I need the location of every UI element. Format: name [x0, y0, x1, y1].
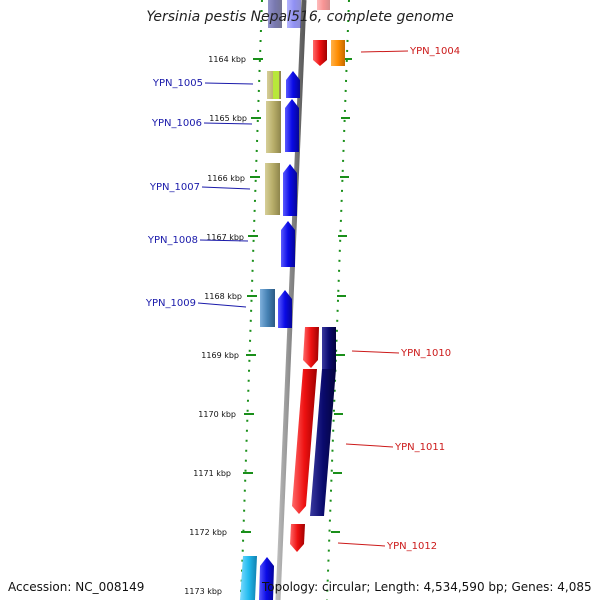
kbp-label: 1167 kbp	[206, 233, 244, 242]
gene-label-ypn-1005[interactable]: YPN_1005	[152, 78, 203, 89]
gene-ypn-1007-khaki[interactable]	[265, 163, 280, 215]
leader-line-ypn-1006	[203, 122, 253, 125]
gene-features	[240, 40, 345, 600]
gene-ypn-1006-khaki[interactable]	[266, 101, 281, 153]
gene-ypn-1006-blue[interactable]	[285, 99, 299, 152]
gene-label-ypn-1006[interactable]: YPN_1006	[151, 118, 202, 129]
gene-ypn-1005-blue[interactable]	[286, 71, 300, 98]
gene-ypn-1008-blue[interactable]	[281, 221, 295, 267]
gene-cyan-partial[interactable]	[240, 556, 257, 600]
partial-feature-blue	[287, 0, 301, 28]
kbp-label: 1170 kbp	[198, 410, 236, 419]
left-outer-track	[240, 0, 263, 600]
gene-label-ypn-1011[interactable]: YPN_1011	[394, 442, 445, 453]
topology-text: Topology: circular; Length: 4,534,590 bp…	[262, 580, 592, 594]
kbp-label: 1164 kbp	[208, 55, 246, 64]
right-outer-track	[326, 0, 350, 600]
kbp-label: 1173 kbp	[184, 587, 222, 596]
gene-ypn-1010-navy[interactable]	[322, 327, 336, 369]
leader-line-ypn-1008	[199, 239, 249, 242]
leader-line-ypn-1011	[345, 443, 394, 448]
accession-text: Accession: NC_008149	[8, 580, 145, 594]
kbp-label: 1165 kbp	[209, 114, 247, 123]
gene-ypn-1011-navy[interactable]	[310, 369, 336, 516]
kbp-label: 1171 kbp	[193, 469, 231, 478]
gene-ypn-1011-red[interactable]	[292, 369, 317, 514]
map-title: Yersinia pestis Nepal516, complete genom…	[146, 9, 454, 25]
left-gene-labels: YPN_1005 YPN_1006 YPN_1007 YPN_1008 YPN_…	[145, 78, 254, 309]
gene-ypn-1010-red[interactable]	[303, 327, 319, 368]
kbp-label: 1168 kbp	[204, 292, 242, 301]
gene-label-ypn-1004[interactable]: YPN_1004	[409, 46, 460, 57]
gene-ypn-1005-yellowgreen[interactable]	[273, 71, 279, 99]
leader-line-ypn-1004	[360, 50, 409, 53]
gene-label-ypn-1010[interactable]: YPN_1010	[400, 348, 451, 359]
gene-label-ypn-1007[interactable]: YPN_1007	[149, 182, 200, 193]
partial-feature-navy	[268, 0, 282, 28]
track-guides	[240, 0, 350, 600]
gene-blue-partial[interactable]	[259, 557, 274, 600]
right-gene-labels: YPN_1004 YPN_1010 YPN_1011 YPN_1012	[337, 46, 460, 552]
leader-line-ypn-1007	[201, 186, 251, 190]
leader-line-ypn-1009	[197, 302, 247, 308]
gene-ypn-1009-blue[interactable]	[278, 290, 292, 328]
gene-ypn-1009-steelblue[interactable]	[260, 289, 275, 327]
gene-ypn-1004-orange[interactable]	[331, 40, 345, 66]
kbp-labels: 1164 kbp 1165 kbp 1166 kbp 1167 kbp 1168…	[184, 55, 247, 596]
gene-ypn-1012-red[interactable]	[290, 524, 305, 552]
gene-label-ypn-1009[interactable]: YPN_1009	[145, 298, 196, 309]
kbp-label: 1172 kbp	[189, 528, 227, 537]
kbp-label: 1166 kbp	[207, 174, 245, 183]
leader-line-ypn-1010	[351, 350, 400, 354]
leader-line-ypn-1012	[337, 542, 386, 547]
gene-label-ypn-1008[interactable]: YPN_1008	[147, 235, 198, 246]
gene-label-ypn-1012[interactable]: YPN_1012	[386, 541, 437, 552]
leader-line-ypn-1005	[204, 82, 254, 85]
kbp-label: 1169 kbp	[201, 351, 239, 360]
gene-ypn-1004-red[interactable]	[313, 40, 327, 66]
gene-ypn-1007-blue[interactable]	[283, 164, 297, 216]
top-partial-features	[268, 0, 330, 28]
partial-feature-red	[317, 0, 330, 10]
